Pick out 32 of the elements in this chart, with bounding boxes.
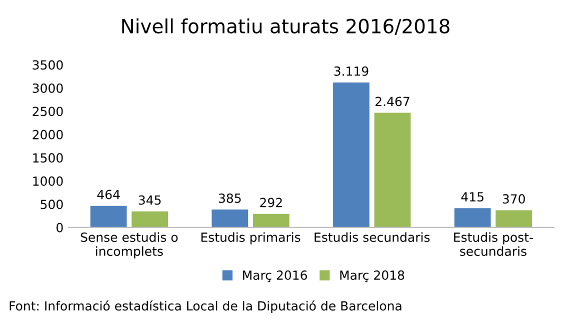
y-tick-label: 1000 — [33, 176, 63, 186]
data-label: 2.467 — [376, 96, 410, 106]
y-tick-label: 1500 — [33, 153, 63, 163]
data-label: 370 — [502, 194, 525, 204]
data-label: 3.119 — [334, 66, 368, 76]
data-label: 292 — [260, 198, 282, 208]
bar — [132, 211, 168, 228]
bar — [374, 112, 411, 228]
data-label: 345 — [138, 195, 161, 205]
data-label: 415 — [461, 192, 484, 202]
x-tick-label: Estudis post- secundaris — [454, 232, 533, 256]
legend-label: Març 2018 — [340, 270, 404, 282]
chart-title: Nivell formatiu aturats 2016/2018 — [122, 18, 450, 36]
y-tick-label: 3500 — [32, 60, 63, 70]
x-tick-label: Sense estudis o incomplets — [80, 232, 178, 258]
data-label: 464 — [97, 190, 120, 200]
legend-label: Març 2016 — [243, 270, 308, 282]
y-tick-label: 500 — [40, 200, 63, 210]
y-tick-label: 3000 — [32, 83, 63, 93]
y-tick-label: 0 — [56, 222, 63, 232]
bar — [212, 210, 248, 228]
bar — [90, 206, 127, 228]
bar — [454, 208, 491, 228]
data-label: 385 — [218, 193, 241, 203]
bar — [333, 82, 370, 228]
text: Font: Informació estadística Local de la Diputació de Barcelona — [10, 300, 402, 314]
y-tick-label: 2000 — [32, 130, 63, 140]
x-tick-label: Estudis primaris — [201, 232, 300, 244]
bar — [252, 214, 290, 228]
bar — [496, 210, 532, 228]
x-tick-label: Estudis secundaris — [314, 232, 430, 242]
y-tick-label: 2500 — [32, 106, 63, 116]
